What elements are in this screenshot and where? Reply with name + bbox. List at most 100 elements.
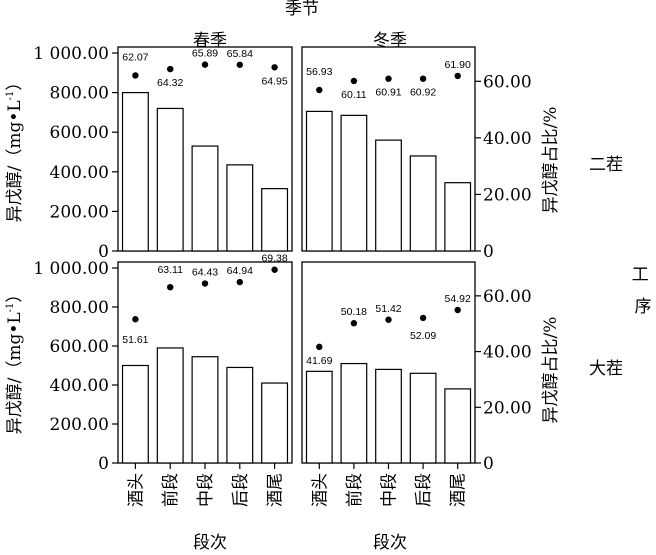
right-axis-title-top: 异戊醇占比/% [541,107,561,214]
x-category-label: 后段 [414,473,434,507]
bar [261,188,289,252]
left-tick-label: 600.00 [50,123,109,143]
x-category-label: 后段 [231,473,251,507]
bar [305,370,333,464]
bar [156,347,184,464]
ratio-dot [350,320,358,327]
x-category-label: 前段 [345,473,365,507]
bar [340,362,368,464]
x-category-label: 前段 [161,473,181,507]
ratio-dot [236,61,243,68]
ratio-dot [419,314,427,322]
ratio-dot [201,280,209,287]
ratio-dot [454,72,461,80]
bar [409,372,437,464]
ratio-label: 51.42 [375,303,401,315]
x-category-label: 酒尾 [449,473,469,507]
left-tick-label: 0 [98,242,109,262]
ratio-label: 56.93 [306,66,332,78]
column-facet-label-spring: 春季 [193,31,227,51]
chart-title: 季节 [285,0,319,19]
bar [340,114,368,252]
row-facet-label-dachai: 大茬 [589,359,623,379]
ratio-label: 65.84 [227,48,253,60]
bar [191,145,219,252]
panel-大茬-冬季: 41.69 50.18 51.42 52.09 54.92 0 20.00 40.00 60.0… [301,261,532,507]
bar [191,356,219,464]
ratio-label: 65.89 [192,48,218,60]
right-tick-label: 40.00 [483,343,532,363]
ratio-dot [385,316,392,323]
left-tick-label: 200.00 [50,202,109,222]
left-tick-label: 200.00 [50,415,109,435]
bar [226,366,254,464]
x-category-label: 酒头 [126,473,146,507]
ratio-label: 41.69 [306,355,332,367]
x-category-label: 酒头 [310,473,330,507]
left-tick-label: 800.00 [50,84,109,104]
ratio-dot [201,61,209,68]
bar [444,182,472,252]
ratio-label: 51.61 [122,334,148,346]
ratio-label: 64.43 [192,267,218,279]
bar [121,364,149,464]
left-tick-label: 400.00 [50,163,109,183]
column-facet-label-winter: 冬季 [373,31,407,51]
left-tick-label: 0 [98,454,109,474]
ratio-label: 60.92 [410,87,436,99]
ratio-label: 64.95 [261,75,287,87]
x-category-label: 中段 [196,473,216,507]
left-tick-label: 1 000.00 [33,259,109,279]
ratio-label: 61.90 [445,59,471,71]
ratio-dot [316,86,323,94]
ratio-label: 69.38 [261,253,287,265]
ratio-label: 52.09 [410,330,436,342]
left-axis-title-top: 异戊醇/（mg•L-1） [5,74,25,223]
ratio-label: 60.11 [341,89,367,101]
ratio-label: 60.91 [375,87,401,99]
right-tick-label: 60.00 [483,287,532,307]
ratio-dot [350,77,358,85]
ratio-dot [271,64,278,71]
row-facet-title: 工 序 [632,265,654,317]
bar [261,382,289,464]
ratio-dot [419,75,427,82]
bar [375,368,402,464]
right-tick-label: 0 [483,242,494,262]
bar [156,107,184,252]
ratio-dot [167,65,174,73]
ratio-label: 62.07 [122,51,148,63]
panel-大茬-春季: 51.61 63.11 64.43 64.94 69.38 0 200.00 400.00 60… [33,253,293,507]
x-axis-title-left: 段次 [193,533,227,553]
left-tick-label: 800.00 [50,298,109,318]
bar [409,155,437,252]
left-axis-title-bottom: 异戊醇/（mg•L-1） [5,286,25,435]
x-category-label: 中段 [380,473,400,507]
ratio-label: 64.94 [227,265,253,277]
right-tick-label: 20.00 [483,398,532,418]
bar [375,139,402,252]
x-category-label: 酒尾 [266,473,286,507]
panel-二茬-春季: 62.07 64.32 65.89 65.84 64.95 0 200.00 400.00 60… [33,44,293,262]
bar [305,110,333,252]
ratio-label: 54.92 [445,293,471,305]
ratio-label: 50.18 [341,306,367,318]
bar [121,91,149,252]
ratio-dot [316,343,323,351]
right-tick-label: 60.00 [483,72,532,92]
ratio-label: 63.11 [157,264,183,276]
bar [444,388,472,464]
x-axis-title-right: 段次 [373,533,407,553]
right-tick-label: 20.00 [483,185,532,205]
right-axis-title-bottom: 异戊醇占比/% [541,317,561,424]
ratio-dot [454,306,461,314]
ratio-dot [132,316,139,323]
bar [226,164,254,252]
ratio-dot [271,266,278,273]
ratio-dot [385,75,392,82]
ratio-dot [167,283,174,291]
right-tick-label: 0 [483,454,494,474]
left-tick-label: 400.00 [50,376,109,396]
ratio-dot [236,278,243,286]
